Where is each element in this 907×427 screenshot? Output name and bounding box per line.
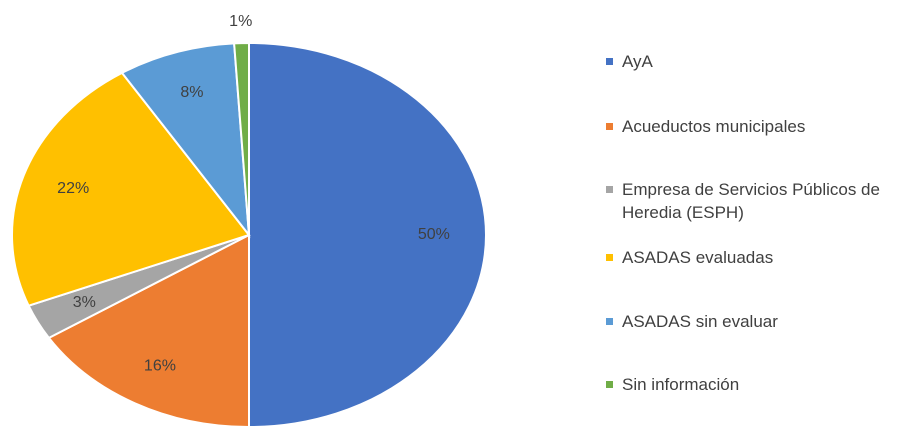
legend-label: ASADAS evaluadas	[622, 248, 774, 267]
data-label: 3%	[73, 294, 96, 311]
data-label: 50%	[418, 226, 450, 243]
pie-slice	[120, 42, 251, 239]
legend-swatch	[606, 186, 613, 193]
data-label: 16%	[144, 357, 176, 374]
legend-swatch	[606, 318, 613, 325]
pie-slice	[11, 71, 251, 307]
legend-item: ASADAS sin evaluar	[606, 310, 892, 333]
legend-item: Empresa de Servicios Públicos de Heredia…	[606, 178, 892, 224]
legend-swatch	[606, 123, 613, 130]
legend-label: Sin información	[622, 375, 740, 394]
pie-slice	[248, 41, 487, 427]
legend-label: Empresa de Servicios Públicos de Heredia…	[622, 180, 880, 222]
legend-swatch	[606, 254, 613, 261]
legend-label: Acueductos municipales	[622, 117, 806, 136]
legend-item: AyA	[606, 50, 892, 73]
legend-swatch	[606, 58, 613, 65]
legend-label: AyA	[622, 52, 653, 71]
legend-label: ASADAS sin evaluar	[622, 312, 778, 331]
pie-slice	[233, 41, 250, 236]
legend-swatch	[606, 381, 613, 388]
legend-item: Acueductos municipales	[606, 115, 892, 138]
data-label: 22%	[57, 180, 89, 197]
legend-item: ASADAS evaluadas	[606, 246, 892, 269]
data-label: 8%	[180, 84, 203, 101]
pie-chart: 50% 16% 3% 22% 8% 1%	[11, 13, 487, 427]
data-label: 1%	[229, 13, 252, 30]
pie-slice	[47, 233, 250, 427]
legend-item: Sin información	[606, 373, 892, 396]
